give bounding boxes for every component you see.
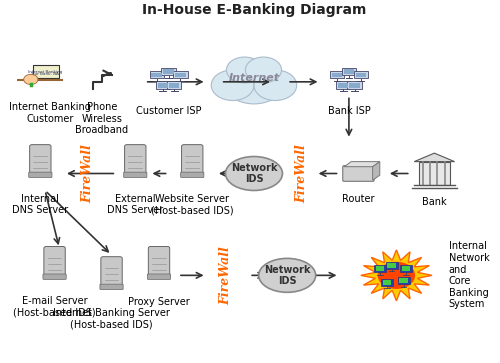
Text: Internet Banking
Customer: Internet Banking Customer bbox=[9, 102, 91, 124]
Bar bbox=[169, 83, 179, 87]
Bar bbox=[386, 262, 398, 269]
Circle shape bbox=[246, 57, 282, 83]
Bar bbox=[419, 162, 450, 185]
FancyBboxPatch shape bbox=[148, 246, 170, 277]
Text: Internet: Internet bbox=[228, 73, 280, 83]
Text: FireWall: FireWall bbox=[82, 144, 94, 203]
FancyBboxPatch shape bbox=[44, 246, 66, 277]
Bar bbox=[330, 71, 344, 78]
Bar bbox=[382, 280, 391, 285]
Text: Website Server
(Host-based IDS): Website Server (Host-based IDS) bbox=[151, 194, 234, 216]
Bar bbox=[376, 266, 384, 271]
Polygon shape bbox=[344, 162, 380, 167]
Bar bbox=[156, 81, 170, 89]
Text: Internet Banking Server
(Host-based IDS): Internet Banking Server (Host-based IDS) bbox=[53, 307, 170, 329]
Bar bbox=[374, 265, 386, 272]
Circle shape bbox=[378, 262, 414, 288]
Circle shape bbox=[211, 70, 254, 101]
Title: In-House E-Banking Diagram: In-House E-Banking Diagram bbox=[142, 3, 366, 17]
Bar bbox=[402, 266, 410, 271]
Text: Proxy Server: Proxy Server bbox=[128, 297, 190, 307]
Text: Router: Router bbox=[342, 194, 374, 204]
FancyBboxPatch shape bbox=[342, 166, 374, 181]
Bar bbox=[332, 73, 342, 77]
Text: Internal
DNS Server: Internal DNS Server bbox=[12, 194, 68, 216]
FancyBboxPatch shape bbox=[124, 172, 147, 178]
Circle shape bbox=[254, 70, 296, 101]
Text: Network
IDS: Network IDS bbox=[264, 265, 310, 286]
Ellipse shape bbox=[258, 258, 316, 292]
Polygon shape bbox=[361, 250, 432, 301]
Bar bbox=[152, 73, 162, 77]
Text: Customer ISP: Customer ISP bbox=[136, 106, 202, 115]
Bar bbox=[150, 71, 164, 78]
Bar bbox=[164, 69, 173, 74]
Ellipse shape bbox=[226, 156, 282, 191]
Bar bbox=[381, 279, 393, 286]
Bar bbox=[399, 278, 408, 283]
FancyBboxPatch shape bbox=[30, 144, 51, 175]
Bar bbox=[174, 71, 188, 78]
Polygon shape bbox=[372, 162, 380, 180]
FancyBboxPatch shape bbox=[100, 284, 123, 290]
Bar bbox=[356, 73, 366, 77]
FancyBboxPatch shape bbox=[101, 257, 122, 287]
Bar bbox=[162, 68, 175, 75]
Text: Network
IDS: Network IDS bbox=[230, 163, 277, 184]
FancyBboxPatch shape bbox=[43, 274, 66, 280]
Text: Internet Banking: Internet Banking bbox=[28, 70, 62, 74]
Circle shape bbox=[24, 74, 38, 85]
FancyBboxPatch shape bbox=[124, 144, 146, 175]
Polygon shape bbox=[414, 153, 455, 162]
FancyBboxPatch shape bbox=[28, 172, 52, 178]
Text: Bank: Bank bbox=[422, 197, 446, 207]
Bar bbox=[342, 68, 356, 75]
Bar bbox=[344, 69, 354, 74]
Text: Phone
Wireless
Broadband: Phone Wireless Broadband bbox=[76, 102, 128, 135]
Text: Bank ISP: Bank ISP bbox=[328, 106, 370, 115]
Bar bbox=[158, 83, 168, 87]
Bar bbox=[348, 81, 362, 89]
Text: Internal
Network
and
Core
Banking
System: Internal Network and Core Banking System bbox=[448, 241, 490, 309]
Text: FireWall: FireWall bbox=[219, 246, 232, 305]
Bar bbox=[336, 81, 350, 89]
Text: External
DNS Server: External DNS Server bbox=[107, 194, 164, 216]
Text: Your Bank, NA.: Your Bank, NA. bbox=[30, 72, 60, 76]
Text: FireWall: FireWall bbox=[295, 144, 308, 203]
Bar bbox=[398, 277, 409, 284]
Circle shape bbox=[223, 60, 285, 104]
Circle shape bbox=[226, 57, 262, 83]
Bar bbox=[338, 83, 348, 87]
Bar bbox=[388, 263, 396, 268]
FancyBboxPatch shape bbox=[180, 172, 204, 178]
Text: E-mail Server
(Host-based IDS): E-mail Server (Host-based IDS) bbox=[14, 296, 96, 317]
FancyBboxPatch shape bbox=[148, 274, 171, 280]
Bar bbox=[354, 71, 368, 78]
FancyBboxPatch shape bbox=[182, 144, 203, 175]
Bar bbox=[400, 265, 412, 272]
Bar bbox=[350, 83, 360, 87]
Bar bbox=[33, 65, 60, 78]
Bar bbox=[167, 81, 182, 89]
Bar bbox=[175, 73, 186, 77]
